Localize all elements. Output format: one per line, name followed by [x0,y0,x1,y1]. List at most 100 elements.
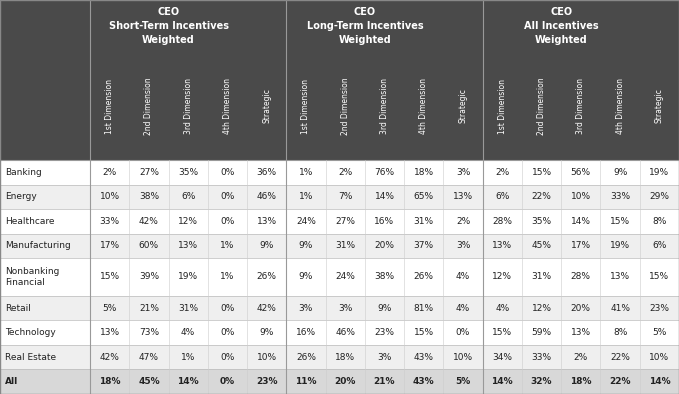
Text: 4%: 4% [495,304,509,313]
Text: 19%: 19% [610,241,630,250]
Text: 10%: 10% [571,192,591,201]
Text: 15%: 15% [414,328,434,337]
Text: Manufacturing: Manufacturing [5,241,71,250]
Text: 12%: 12% [492,273,512,281]
Text: 6%: 6% [495,192,509,201]
Text: 26%: 26% [296,353,316,362]
Text: 14%: 14% [648,377,670,386]
Text: 3%: 3% [338,304,352,313]
Text: 13%: 13% [100,328,120,337]
Text: 5%: 5% [103,304,117,313]
Text: 1st Dimension: 1st Dimension [301,78,310,134]
Text: 33%: 33% [610,192,630,201]
Text: Nonbanking
Financial: Nonbanking Financial [5,267,59,287]
Text: 15%: 15% [100,273,120,281]
Text: 3rd Dimension: 3rd Dimension [380,78,389,134]
Text: 43%: 43% [413,377,435,386]
Text: Strategic: Strategic [262,89,271,123]
Text: 42%: 42% [100,353,120,362]
Text: Strategic: Strategic [458,89,468,123]
Text: 26%: 26% [414,273,434,281]
Text: 1%: 1% [181,353,196,362]
Text: 9%: 9% [299,241,313,250]
Text: 17%: 17% [100,241,120,250]
Text: 2nd Dimension: 2nd Dimension [341,77,350,135]
Text: Strategic: Strategic [655,89,664,123]
Text: 18%: 18% [414,168,434,177]
Bar [0,234,679,258]
Text: 32%: 32% [531,377,552,386]
Text: 9%: 9% [259,241,274,250]
Text: 73%: 73% [139,328,159,337]
Text: CEO
Short-Term Incentives
Weighted: CEO Short-Term Incentives Weighted [109,7,229,45]
Text: 4%: 4% [181,328,196,337]
Text: 76%: 76% [374,168,394,177]
Text: 33%: 33% [532,353,551,362]
Text: 14%: 14% [375,192,394,201]
Text: Healthcare: Healthcare [5,217,54,226]
Text: 8%: 8% [613,328,627,337]
Text: CEO
All Incentives
Weighted: CEO All Incentives Weighted [524,7,598,45]
Text: 16%: 16% [374,217,394,226]
Text: 15%: 15% [492,328,513,337]
Text: 42%: 42% [139,217,159,226]
Text: 17%: 17% [571,241,591,250]
Text: 81%: 81% [414,304,434,313]
Text: 9%: 9% [299,273,313,281]
Text: 18%: 18% [99,377,120,386]
Text: 0%: 0% [220,168,235,177]
Text: 9%: 9% [378,304,392,313]
Text: 2%: 2% [103,168,117,177]
Text: 6%: 6% [652,241,667,250]
Text: 0%: 0% [220,328,235,337]
Bar [0,370,679,394]
Text: 8%: 8% [652,217,667,226]
Text: 20%: 20% [375,241,394,250]
Text: 46%: 46% [257,192,277,201]
Text: 11%: 11% [295,377,316,386]
Text: 27%: 27% [139,168,159,177]
Text: 26%: 26% [257,273,277,281]
Bar [0,160,679,184]
Text: 15%: 15% [532,168,551,177]
Text: 29%: 29% [649,192,669,201]
Text: 34%: 34% [492,353,512,362]
Bar [0,320,679,345]
Text: 7%: 7% [338,192,352,201]
Text: 35%: 35% [178,168,198,177]
Text: Retail: Retail [5,304,31,313]
Text: 10%: 10% [100,192,120,201]
Text: 13%: 13% [571,328,591,337]
Text: 45%: 45% [532,241,551,250]
Text: 0%: 0% [456,328,471,337]
Text: 31%: 31% [335,241,355,250]
Text: 3%: 3% [456,168,471,177]
Text: 35%: 35% [532,217,551,226]
Text: 22%: 22% [532,192,551,201]
Text: 21%: 21% [373,377,395,386]
Text: 0%: 0% [220,217,235,226]
Text: 13%: 13% [453,192,473,201]
Text: 19%: 19% [178,273,198,281]
Bar [0,184,679,209]
Text: 19%: 19% [649,168,669,177]
Text: 2nd Dimension: 2nd Dimension [537,77,546,135]
Text: 47%: 47% [139,353,159,362]
Text: 4%: 4% [456,304,470,313]
Text: 2nd Dimension: 2nd Dimension [145,77,153,135]
Text: 0%: 0% [220,304,235,313]
Text: 1%: 1% [220,273,235,281]
Bar [0,0,679,160]
Text: 23%: 23% [375,328,394,337]
Text: 39%: 39% [139,273,159,281]
Text: 10%: 10% [649,353,669,362]
Text: Banking: Banking [5,168,41,177]
Text: Technology: Technology [5,328,56,337]
Text: 14%: 14% [571,217,591,226]
Text: 20%: 20% [571,304,591,313]
Text: 5%: 5% [456,377,471,386]
Text: 1%: 1% [220,241,235,250]
Text: 4th Dimension: 4th Dimension [419,78,428,134]
Text: Energy: Energy [5,192,37,201]
Text: 4th Dimension: 4th Dimension [616,78,625,134]
